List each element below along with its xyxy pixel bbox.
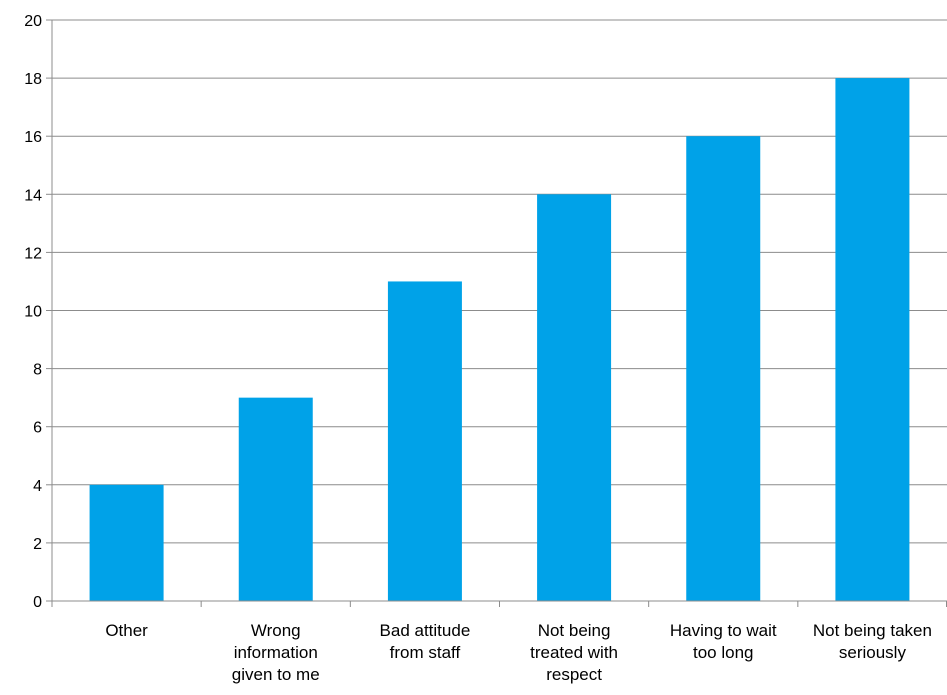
y-tick-label: 10 bbox=[24, 304, 42, 321]
x-category-label: Other bbox=[105, 621, 148, 640]
y-tick-label: 16 bbox=[24, 129, 42, 146]
x-category-label-line: from staff bbox=[390, 643, 461, 662]
axes bbox=[46, 19, 947, 607]
x-category-label-line: Wrong bbox=[251, 621, 301, 640]
x-category-label-line: Having to wait bbox=[670, 621, 777, 640]
bar bbox=[686, 136, 761, 601]
y-tick-labels: 0 2 4 6 8 10 12 14 16 18 20 bbox=[24, 13, 42, 611]
x-category-label: Not being treated with respect bbox=[530, 621, 618, 684]
bar bbox=[835, 78, 910, 602]
bar bbox=[537, 194, 612, 602]
x-category-label-line: Not being bbox=[538, 621, 611, 640]
bar bbox=[89, 484, 164, 601]
x-category-label-line: information bbox=[234, 643, 318, 662]
y-tick-label: 12 bbox=[24, 245, 42, 262]
y-tick-label: 18 bbox=[24, 71, 42, 88]
x-category-label-line: seriously bbox=[839, 643, 907, 662]
bars bbox=[89, 78, 910, 602]
x-category-label: Not being taken seriously bbox=[813, 621, 932, 662]
x-category-label-line: given to me bbox=[232, 665, 320, 684]
y-tick-label: 6 bbox=[33, 420, 42, 437]
x-category-label-line: treated with bbox=[530, 643, 618, 662]
x-category-label-line: Not being taken bbox=[813, 621, 932, 640]
y-tick-label: 14 bbox=[24, 187, 42, 204]
y-tick-label: 2 bbox=[33, 536, 42, 553]
bar bbox=[238, 397, 313, 601]
x-category-label-line: Other bbox=[105, 621, 148, 640]
x-category-label: Having to wait too long bbox=[670, 621, 777, 662]
x-category-label: Wrong information given to me bbox=[232, 621, 320, 684]
y-tick-label: 8 bbox=[33, 362, 42, 379]
x-category-labels: Other Wrong information given to me Bad atti… bbox=[105, 621, 932, 684]
y-tick-label: 20 bbox=[24, 13, 42, 30]
gridlines bbox=[52, 19, 947, 544]
y-tick-label: 4 bbox=[33, 478, 42, 495]
x-category-label-line: Bad attitude bbox=[380, 621, 471, 640]
x-category-label: Bad attitude from staff bbox=[380, 621, 471, 662]
x-category-label-line: respect bbox=[546, 665, 602, 684]
x-category-label-line: too long bbox=[693, 643, 754, 662]
y-tick-label: 0 bbox=[33, 594, 42, 611]
bar bbox=[387, 281, 462, 601]
